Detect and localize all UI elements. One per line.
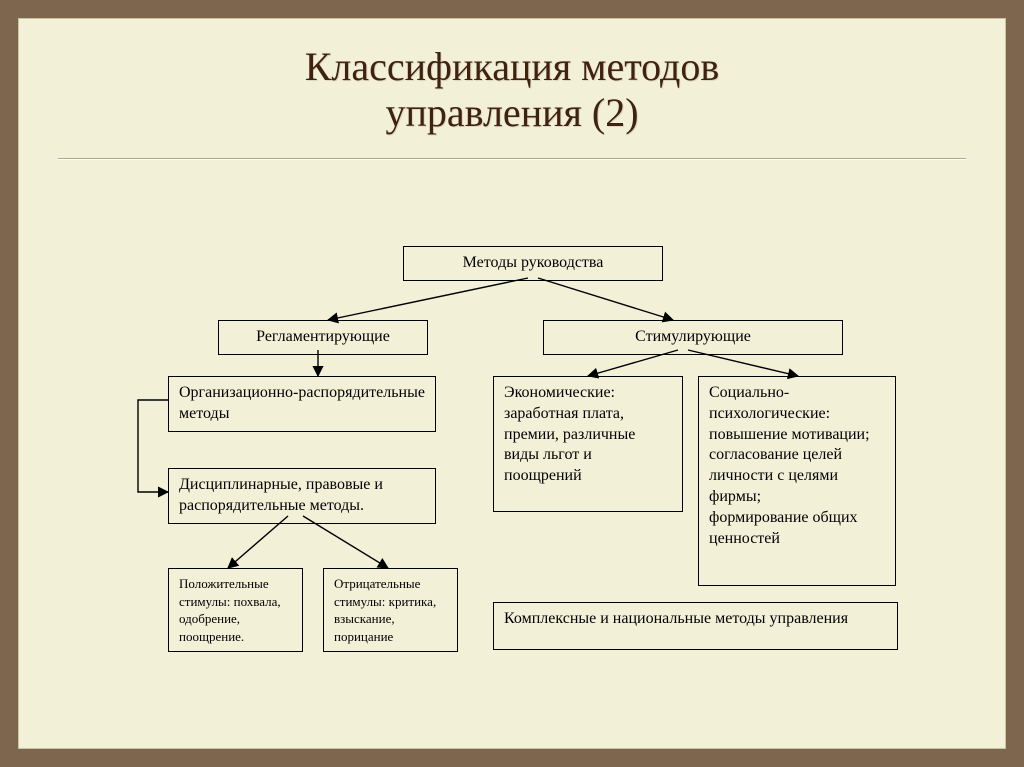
node-complex: Комплексные и национальные методы управл…: [493, 602, 898, 650]
node-negative: Отрицательные стимулы: критика, взыскани…: [323, 568, 458, 652]
node-org-methods: Организационно-распорядительные методы: [168, 376, 436, 432]
node-positive: Положительные стимулы: похвала, одобрени…: [168, 568, 303, 652]
node-social: Социально-психологические: повышение мот…: [698, 376, 896, 586]
node-root: Методы руководства: [403, 246, 663, 281]
node-stimulating: Стимулирующие: [543, 320, 843, 355]
page-title: Классификация методовуправления (2): [18, 44, 1006, 136]
node-disciplinary: Дисциплинарные, правовые и распорядитель…: [168, 468, 436, 524]
node-economic: Экономические: заработная плата, премии,…: [493, 376, 683, 512]
node-regulating: Регламентирующие: [218, 320, 428, 355]
slide: Классификация методовуправления (2) Мето…: [18, 18, 1006, 749]
title-divider: [58, 158, 966, 160]
